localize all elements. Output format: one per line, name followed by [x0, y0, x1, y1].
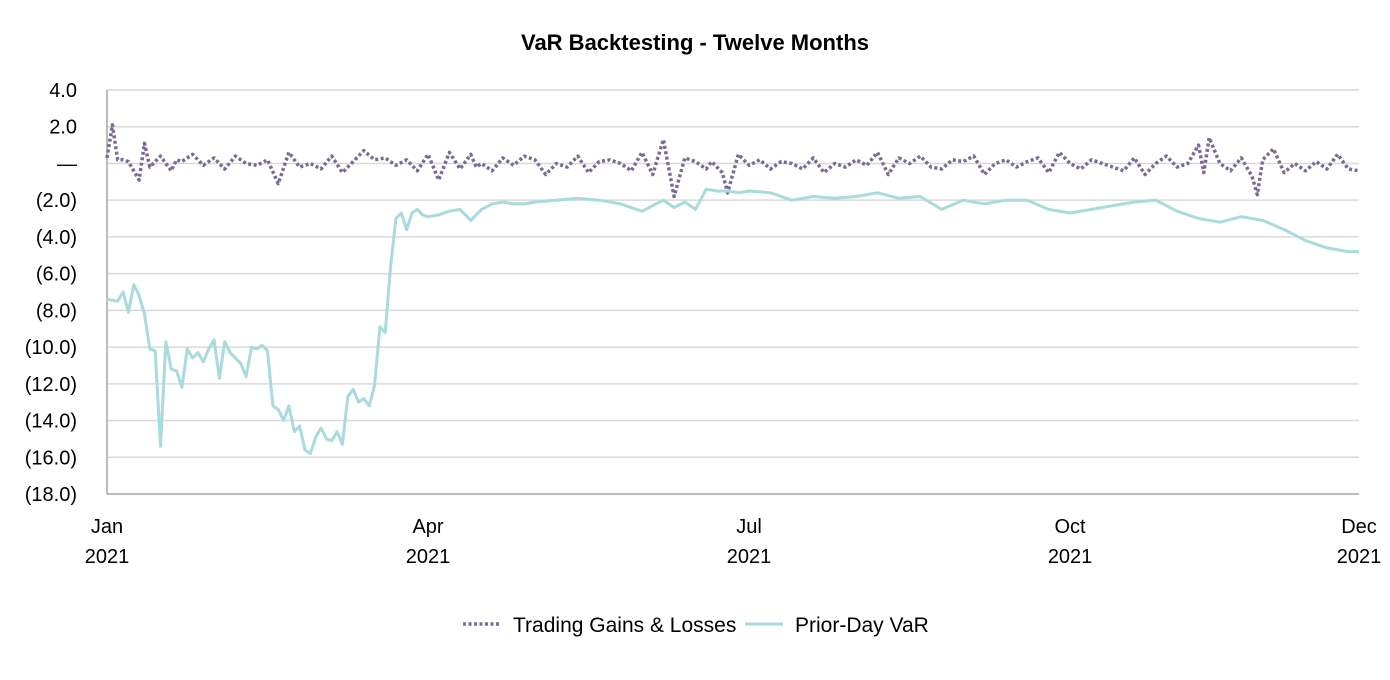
x-tick-month: Oct: [1055, 516, 1087, 538]
y-tick-label: 2.0: [49, 117, 77, 139]
y-tick-label: (10.0): [25, 337, 77, 359]
y-tick-label: —: [57, 153, 77, 175]
y-tick-label: (18.0): [25, 484, 77, 506]
x-tick-year: 2021: [85, 546, 130, 568]
y-tick-label: (2.0): [36, 190, 77, 212]
gridlines: [107, 89, 1359, 459]
x-tick-month: Dec: [1341, 516, 1377, 538]
x-tick-month: Jul: [736, 516, 762, 538]
y-tick-label: 4.0: [49, 80, 77, 102]
x-tick-year: 2021: [406, 546, 451, 568]
prior-day-var-line: [106, 187, 1359, 456]
x-tick-year: 2021: [1048, 546, 1093, 568]
y-tick-label: (16.0): [25, 447, 77, 469]
y-tick-label: (4.0): [36, 227, 77, 249]
x-tick-labels: Jan 2021 Apr 2021 Jul 2021 Oct 2021 Dec 2021: [85, 516, 1382, 568]
series-lines: [105, 123, 1360, 456]
y-tick-label: (6.0): [36, 264, 77, 286]
legend-label-trading: Trading Gains & Losses: [513, 614, 736, 637]
y-tick-label: (12.0): [25, 374, 77, 396]
legend-label-var: Prior-Day VaR: [795, 614, 929, 637]
legend: Trading Gains & Losses Prior-Day VaR: [463, 614, 929, 637]
chart-title: VaR Backtesting - Twelve Months: [521, 30, 869, 55]
trading-gains-losses-line: [105, 123, 1360, 199]
x-tick-year: 2021: [1337, 546, 1382, 568]
y-tick-labels: 4.0 2.0 — (2.0) (4.0) (6.0) (8.0) (10.0) (12.0) (…: [25, 80, 77, 506]
x-tick-month: Apr: [412, 516, 443, 538]
y-tick-label: (14.0): [25, 411, 77, 433]
x-tick-year: 2021: [727, 546, 772, 568]
y-tick-label: (8.0): [36, 300, 77, 322]
axes: [106, 90, 1359, 495]
x-tick-month: Jan: [91, 516, 123, 538]
